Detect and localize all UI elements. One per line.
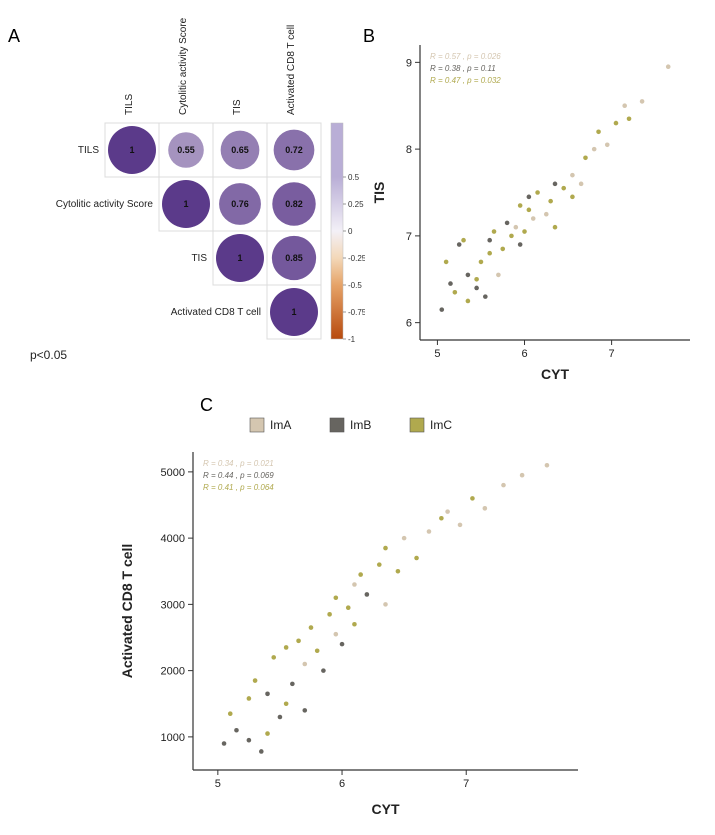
svg-text:TIS: TIS [371, 182, 387, 204]
svg-text:R = 0.57 , p = 0.026: R = 0.57 , p = 0.026 [430, 52, 501, 61]
svg-text:2000: 2000 [161, 666, 185, 678]
svg-text:0.72: 0.72 [285, 145, 303, 155]
svg-text:Activated CD8 T cell: Activated CD8 T cell [286, 25, 297, 115]
svg-text:0.5: 0.5 [348, 173, 360, 182]
svg-text:ImB: ImB [350, 418, 371, 432]
svg-text:9: 9 [406, 57, 412, 69]
svg-text:0.76: 0.76 [231, 199, 249, 209]
svg-text:1: 1 [237, 253, 242, 263]
svg-text:R = 0.47 , p = 0.032: R = 0.47 , p = 0.032 [430, 76, 501, 85]
svg-text:0.82: 0.82 [285, 199, 303, 209]
svg-text:6: 6 [339, 778, 345, 790]
svg-text:0.85: 0.85 [285, 253, 303, 263]
svg-text:1: 1 [129, 145, 134, 155]
svg-text:0.25: 0.25 [348, 200, 364, 209]
svg-text:R = 0.44 , p = 0.069: R = 0.44 , p = 0.069 [203, 471, 274, 480]
svg-text:5: 5 [434, 348, 440, 360]
svg-text:p<0.05: p<0.05 [30, 348, 67, 362]
svg-text:5: 5 [215, 778, 221, 790]
svg-text:-0.25: -0.25 [348, 254, 365, 263]
svg-text:8: 8 [406, 144, 412, 156]
svg-text:3000: 3000 [161, 599, 185, 611]
svg-text:TIS: TIS [191, 253, 207, 264]
group-legend: ImA ImB ImC [150, 410, 570, 440]
svg-text:7: 7 [609, 348, 615, 360]
svg-text:0.55: 0.55 [177, 145, 195, 155]
svg-text:-0.75: -0.75 [348, 308, 365, 317]
svg-text:TILS: TILS [78, 145, 99, 156]
svg-text:1: 1 [183, 199, 188, 209]
svg-text:TILS: TILS [124, 94, 135, 115]
svg-text:6: 6 [406, 318, 412, 330]
svg-text:R = 0.41 , p = 0.064: R = 0.41 , p = 0.064 [203, 483, 274, 492]
scatter-tis-cyt: 5 6 7 6 7 8 9 CYT TIS R = 0.57 , p = 0.026 R = 0.3… [370, 30, 705, 385]
scatter-cd8-cyt: 5 6 7 1000 2000 3000 4000 5000 CYT Activated CD8 … [118, 440, 598, 820]
svg-text:-0.5: -0.5 [348, 281, 362, 290]
svg-text:R = 0.38 , p = 0.11: R = 0.38 , p = 0.11 [430, 64, 496, 73]
svg-text:7: 7 [463, 778, 469, 790]
panel-label-a: A [8, 26, 20, 47]
svg-text:TIS: TIS [232, 99, 243, 115]
svg-text:Cytolitic activity Score: Cytolitic activity Score [56, 199, 154, 210]
svg-text:Activated CD8 T cell: Activated CD8 T cell [171, 307, 261, 318]
svg-text:ImA: ImA [270, 418, 291, 432]
svg-text:CYT: CYT [372, 801, 400, 817]
svg-text:0.65: 0.65 [231, 145, 249, 155]
correlation-plot: TILS Cytolitic activity Score TIS Activated… [25, 18, 365, 398]
svg-text:Activated CD8 T cell: Activated CD8 T cell [119, 544, 135, 679]
svg-text:-1: -1 [348, 335, 356, 344]
svg-text:Cytolitic activity Score: Cytolitic activity Score [178, 18, 189, 115]
svg-text:ImC: ImC [430, 418, 452, 432]
svg-text:5000: 5000 [161, 467, 185, 479]
svg-text:7: 7 [406, 231, 412, 243]
svg-text:R = 0.34 , p = 0.021: R = 0.34 , p = 0.021 [203, 459, 274, 468]
svg-text:6: 6 [521, 348, 527, 360]
svg-text:1000: 1000 [161, 732, 185, 744]
svg-text:1: 1 [291, 307, 296, 317]
svg-text:CYT: CYT [541, 366, 569, 382]
svg-text:4000: 4000 [161, 533, 185, 545]
svg-text:0: 0 [348, 227, 353, 236]
